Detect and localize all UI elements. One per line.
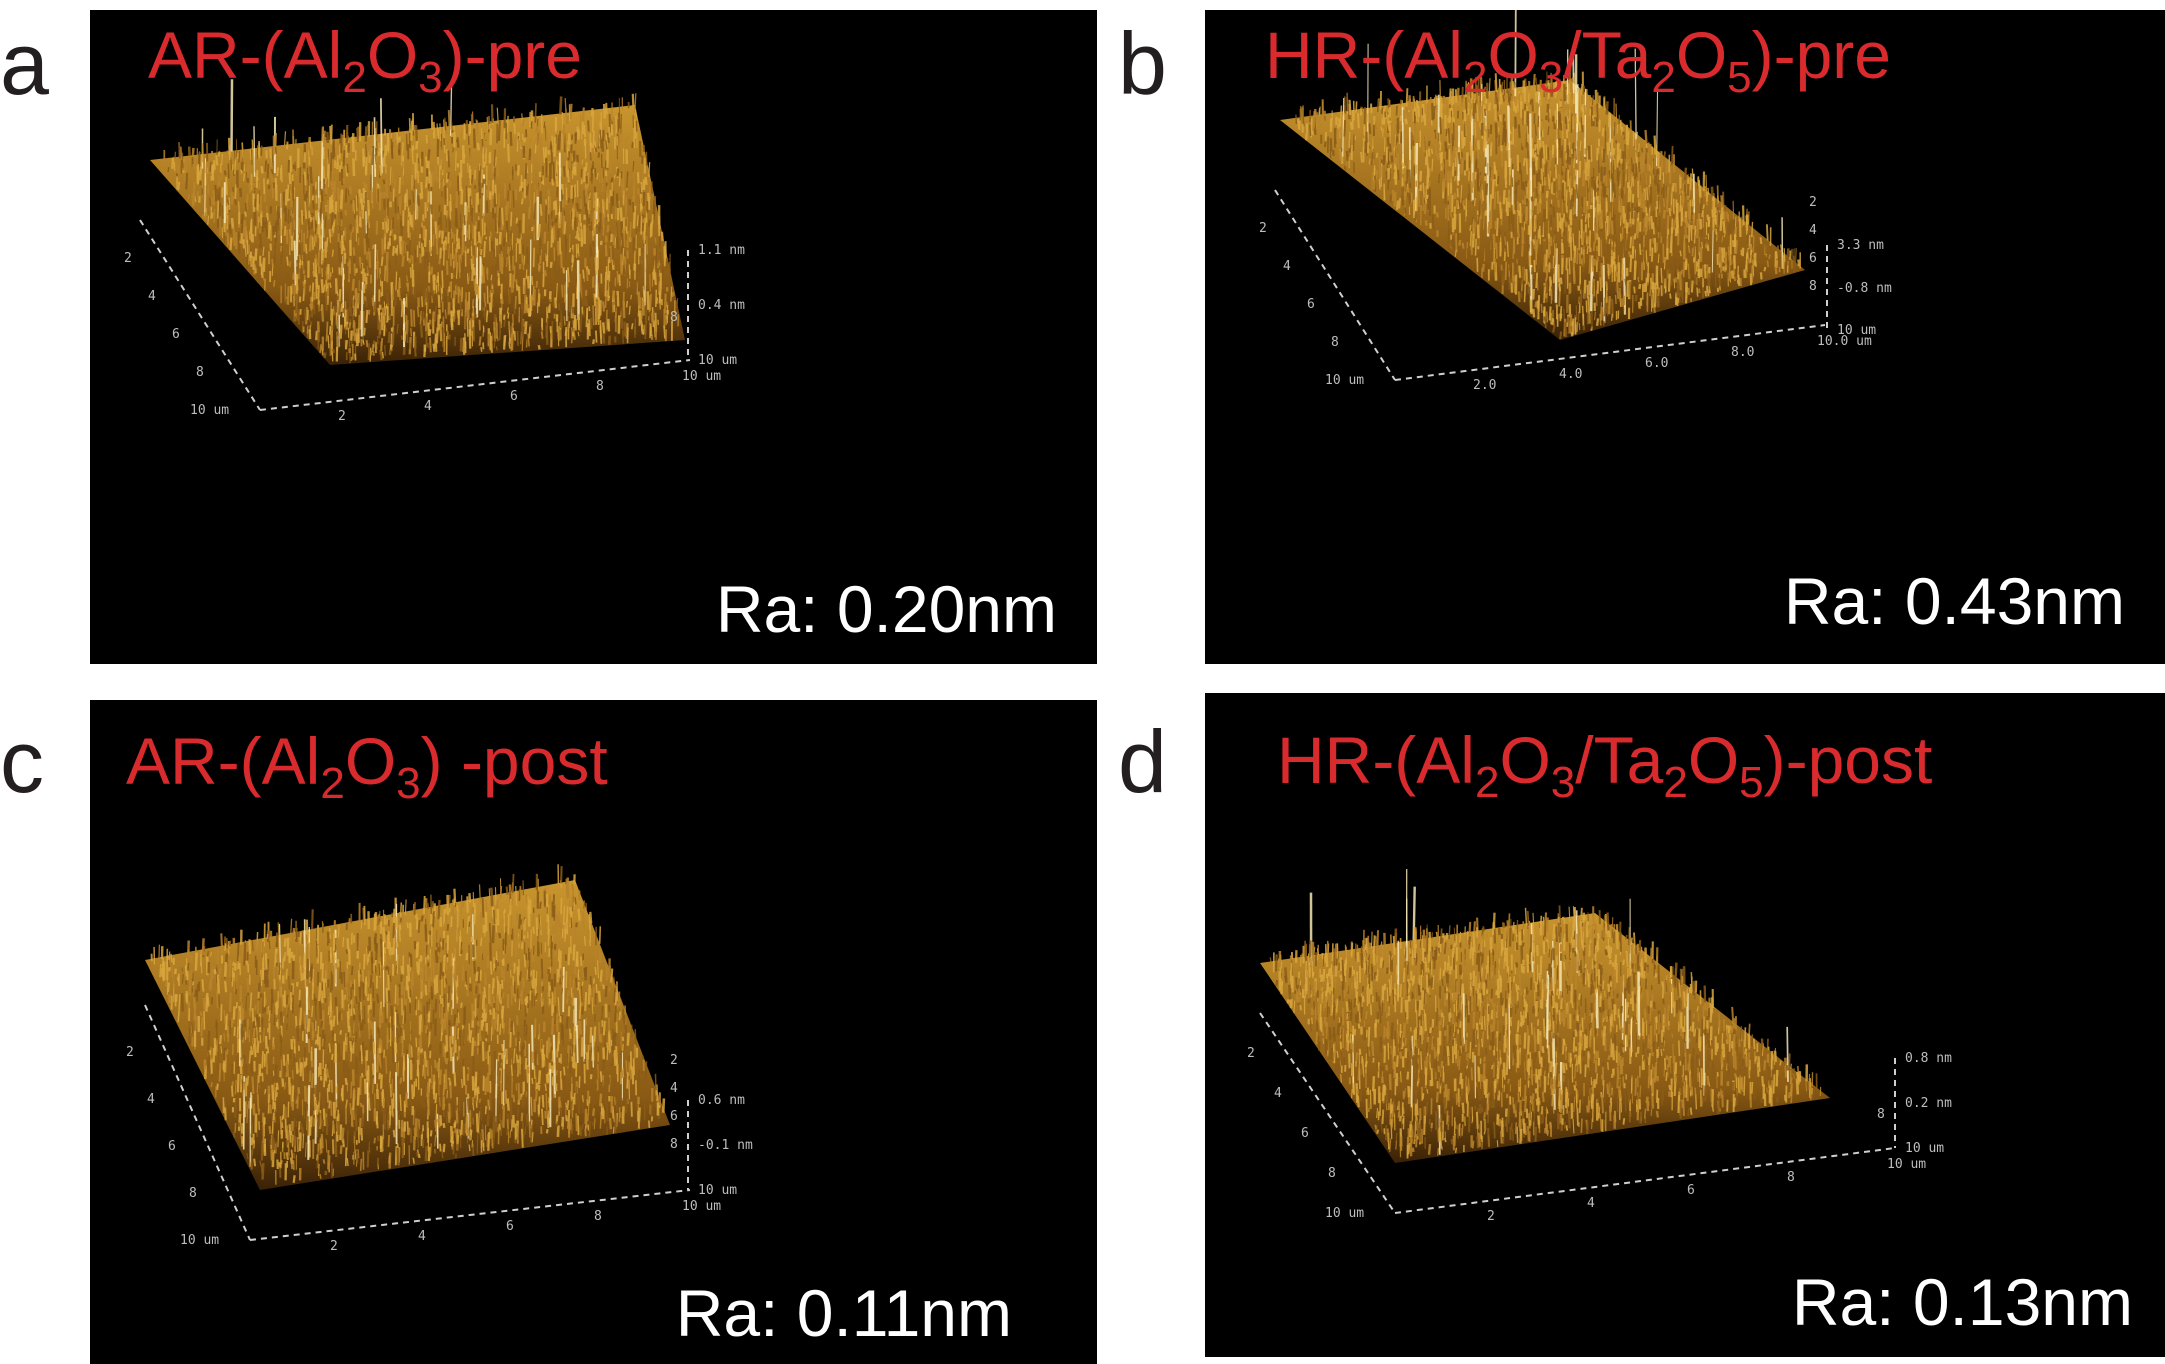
surface-texture	[1295, 10, 1801, 340]
panel-letter-c: c	[0, 712, 44, 811]
side-tick-label: 2	[670, 1052, 678, 1068]
x-tick-label: 10 um	[1887, 1157, 1927, 1172]
x-tick-label: 8	[1787, 1170, 1795, 1185]
panel-letter-a: a	[0, 14, 49, 113]
y-axis	[1259, 1012, 1396, 1214]
surface-texture	[150, 864, 666, 1185]
afm-surface-image-c	[144, 864, 691, 1241]
x-tick-label: 4	[424, 399, 432, 414]
z-tick-label: 1.1 nm	[698, 243, 745, 258]
panel-title: AR-(Al2O3)-pre	[148, 18, 582, 102]
x-axis	[1394, 1147, 1896, 1214]
side-tick-label: 8	[670, 309, 678, 325]
roughness-label: Ra: 0.20nm	[715, 572, 1057, 646]
z-tick-label: 10 um	[1905, 1141, 1945, 1156]
x-tick-label: 10.0 um	[1817, 334, 1872, 349]
z-tick-label: 3.3 nm	[1837, 238, 1884, 253]
x-tick-label: 4.0	[1559, 367, 1583, 382]
afm-panel-c: AR-(Al2O3) -post Ra: 0.11nm 2 4 6 8 10 um 2 4 6…	[90, 700, 1097, 1364]
y-tick-label: 4	[1283, 259, 1291, 274]
y-axis	[139, 219, 261, 411]
roughness-label: Ra: 0.43nm	[1783, 564, 2125, 638]
side-tick-label: 6	[1809, 250, 1817, 266]
side-tick-label: 8	[670, 1136, 678, 1152]
z-tick-label: 0.6 nm	[698, 1093, 745, 1108]
x-axis	[1394, 324, 1826, 381]
panel-title: HR-(Al2O3/Ta2O5)-post	[1277, 723, 1933, 807]
z-tick-label: -0.8 nm	[1837, 280, 1892, 296]
x-tick-label: 8.0	[1731, 345, 1755, 360]
y-tick-label: 8	[1331, 335, 1339, 350]
y-tick-label: 2	[1259, 221, 1267, 236]
x-tick-label: 4	[1587, 1196, 1595, 1211]
afm-panel-d: HR-(Al2O3/Ta2O5)-post Ra: 0.13nm 2 4 6 8 10 …	[1205, 693, 2165, 1357]
x-axis	[259, 359, 691, 411]
y-tick-label: 6	[172, 327, 180, 342]
panel-title: HR-(Al2O3/Ta2O5)-pre	[1265, 18, 1891, 102]
y-tick-label: 2	[1247, 1046, 1255, 1061]
side-tick-label: 4	[670, 1080, 678, 1096]
afm-panel-a: AR-(Al2O3)-pre Ra: 0.20nm 2 4 6 8 10 um 2 4 6 8 1…	[90, 10, 1097, 664]
z-tick-label: -0.1 nm	[698, 1138, 753, 1153]
afm-surface-image-d	[1259, 868, 1896, 1214]
y-tick-label: 6	[1307, 297, 1315, 312]
z-tick-label: 10 um	[1837, 323, 1877, 338]
x-tick-label: 6	[1687, 1183, 1695, 1198]
x-tick-label: 6	[506, 1219, 514, 1234]
y-tick-label: 2	[126, 1045, 134, 1060]
x-tick-label: 6.0	[1645, 356, 1669, 371]
side-tick-label: 8	[1809, 278, 1817, 294]
afm-surface-image-a	[139, 79, 691, 411]
panel-letter-d: d	[1118, 712, 1167, 811]
y-tick-label: 8	[196, 365, 204, 380]
z-tick-label: 10 um	[698, 1183, 738, 1198]
panel-letter-b: b	[1118, 14, 1167, 113]
side-tick-label: 4	[1809, 222, 1817, 238]
y-tick-label: 6	[1301, 1126, 1309, 1141]
y-tick-label: 10 um	[1325, 1206, 1365, 1221]
x-tick-label: 4	[418, 1229, 426, 1244]
surface-texture	[162, 79, 679, 364]
y-tick-label: 4	[147, 1092, 155, 1107]
y-tick-label: 8	[189, 1186, 197, 1201]
side-tick-label: 2	[1809, 194, 1817, 210]
x-tick-label: 2.0	[1473, 378, 1497, 393]
x-tick-label: 10 um	[682, 369, 722, 384]
surface-texture	[1269, 868, 1822, 1159]
y-axis	[144, 1004, 251, 1241]
y-tick-label: 4	[1274, 1086, 1282, 1101]
side-tick-label: 8	[1877, 1106, 1885, 1122]
y-tick-label: 2	[124, 251, 132, 266]
x-tick-label: 2	[1487, 1209, 1495, 1224]
roughness-label: Ra: 0.11nm	[675, 1276, 1012, 1350]
y-axis	[1274, 189, 1396, 381]
y-tick-label: 6	[168, 1139, 176, 1154]
side-tick-label: 6	[670, 1108, 678, 1124]
afm-surface-image-b	[1274, 10, 1828, 381]
y-tick-label: 4	[148, 289, 156, 304]
x-tick-label: 6	[510, 389, 518, 404]
y-tick-label: 8	[1328, 1166, 1336, 1181]
roughness-label: Ra: 0.13nm	[1791, 1265, 2133, 1339]
x-tick-label: 8	[596, 379, 604, 394]
x-tick-label: 8	[594, 1209, 602, 1224]
x-tick-label: 2	[330, 1239, 338, 1254]
y-tick-label: 10 um	[180, 1233, 220, 1248]
panel-title: AR-(Al2O3) -post	[126, 724, 608, 808]
z-tick-label: 10 um	[698, 353, 738, 368]
afm-panel-b: HR-(Al2O3/Ta2O5)-pre Ra: 0.43nm 2 4 6 8 10 u…	[1205, 10, 2165, 664]
z-tick-label: 0.2 nm	[1905, 1096, 1952, 1111]
z-tick-label: 0.8 nm	[1905, 1051, 1952, 1066]
x-tick-label: 2	[338, 409, 346, 424]
z-tick-label: 0.4 nm	[698, 298, 745, 313]
y-tick-label: 10 um	[190, 403, 230, 418]
x-tick-label: 10 um	[682, 1199, 722, 1214]
x-axis	[249, 1189, 691, 1241]
y-tick-label: 10 um	[1325, 373, 1365, 388]
